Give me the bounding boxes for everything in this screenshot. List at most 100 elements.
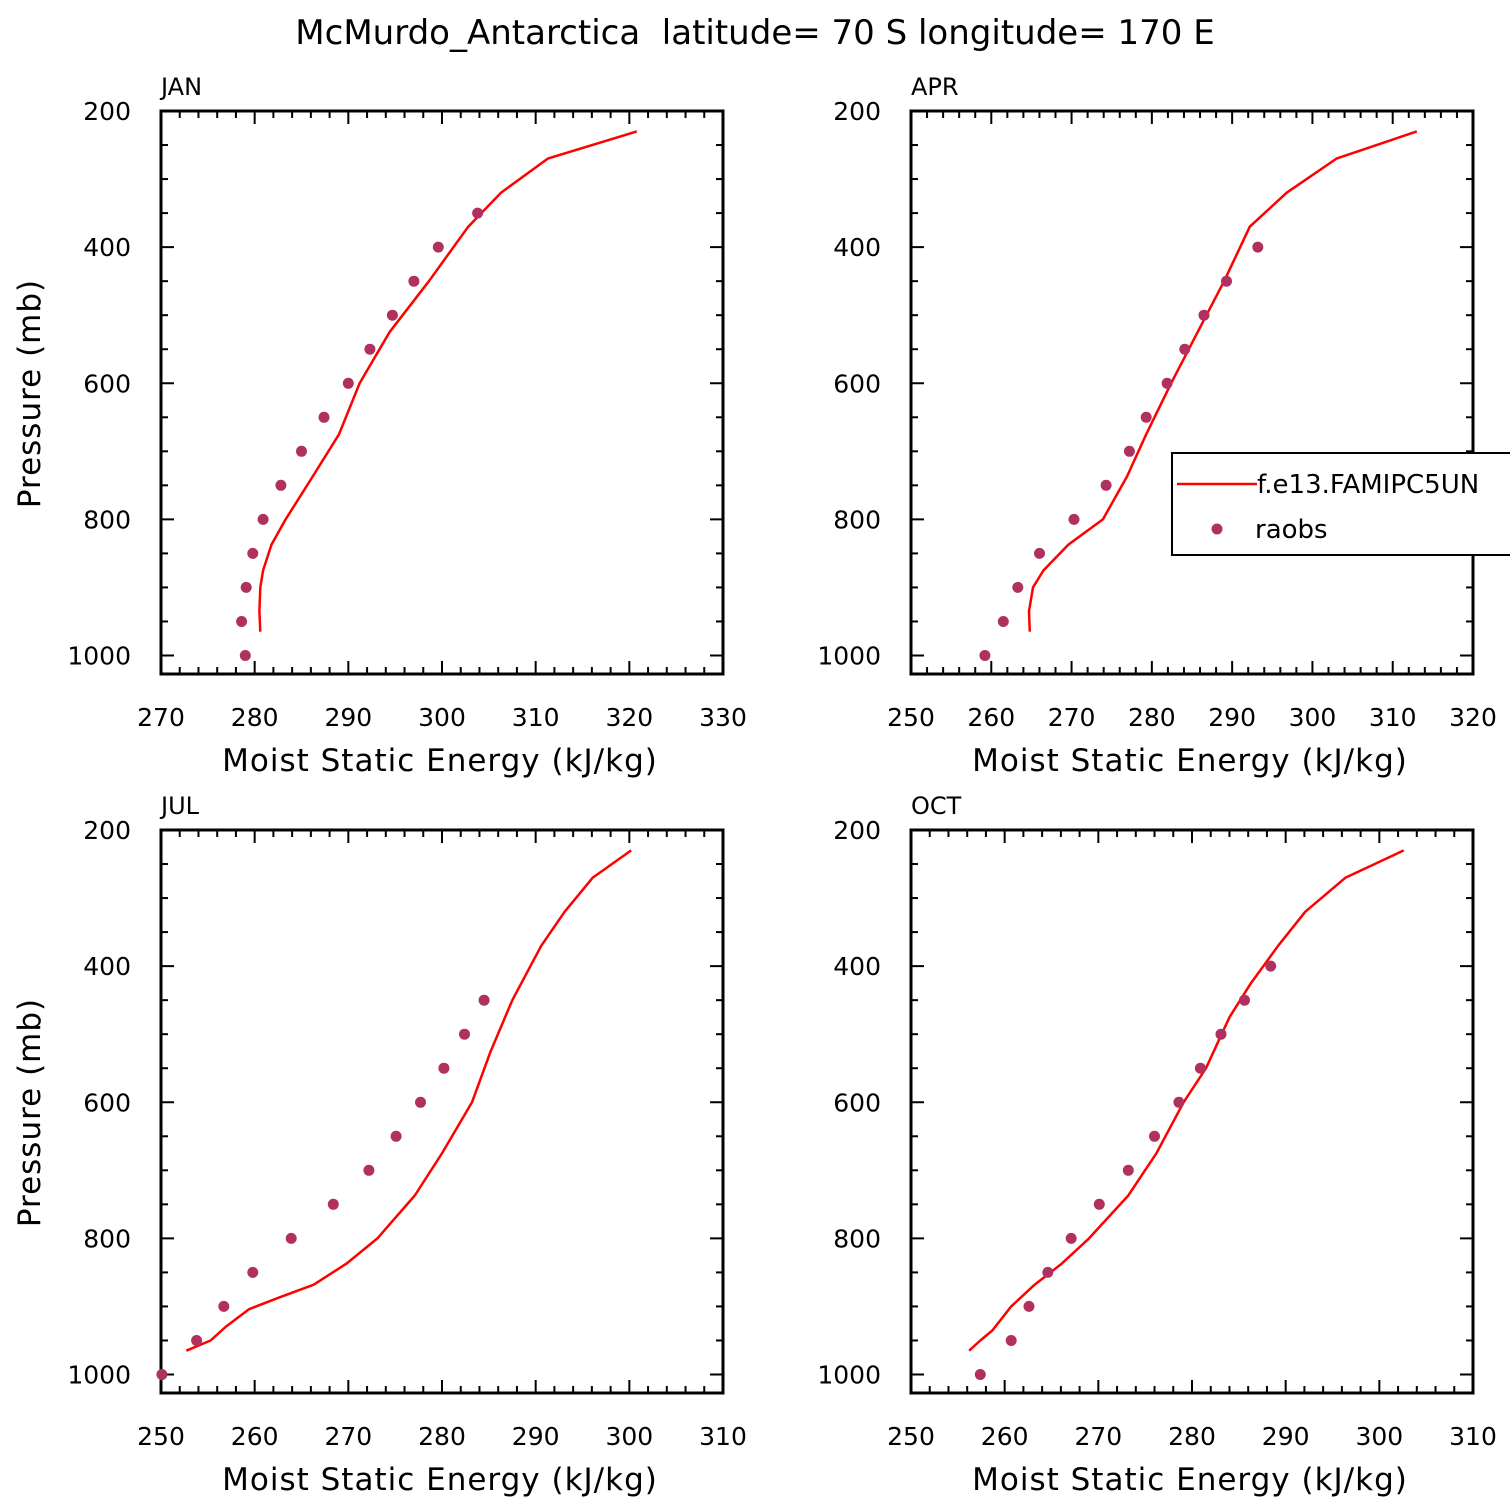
obs-marker [390,1130,402,1142]
model-line [185,849,632,1352]
obs-marker [408,275,420,287]
x-tick-label: 260 [981,1422,1029,1451]
y-tick-label: 800 [83,505,131,534]
model-line [1027,130,1418,632]
obs-marker [1173,1096,1185,1108]
x-tick-label: 280 [418,1422,466,1451]
y-tick-label: 1000 [817,642,881,671]
x-tick-label: 260 [967,703,1015,732]
plot-frame [909,828,1475,1395]
legend-box [1171,452,1510,556]
x-tick-label: 280 [231,703,279,732]
x-tick-label: 290 [1208,703,1256,732]
panel-label: JAN [159,73,202,101]
panel-label: OCT [911,792,962,820]
obs-marker [363,1164,375,1176]
legend-label: raobs [1255,515,1328,545]
x-tick-label: 290 [324,703,372,732]
x-tick-label: 310 [1449,1422,1497,1451]
figure-title: McMurdo_Antarctica latitude= 70 S longit… [295,13,1214,53]
y-tick-label: 200 [83,97,131,126]
obs-marker [1034,547,1045,559]
legend: f.e13.FAMIPC5UN raobs [1171,452,1510,556]
obs-marker [1122,1164,1134,1176]
x-tick-label: 300 [605,1422,653,1451]
y-tick-label: 800 [83,1224,131,1253]
x-tick-label: 250 [887,1422,935,1451]
obs-marker [415,1096,426,1108]
obs-marker [236,616,248,627]
plot-frame [159,828,725,1395]
legend-label: f.e13.FAMIPC5UN [1257,470,1479,500]
x-axis-label: Moist Static Energy (kJ/kg) [972,743,1408,779]
obs-marker [257,513,269,525]
obs-marker [1100,479,1112,491]
x-tick-label: 290 [1262,1422,1310,1451]
obs-marker [974,1369,986,1380]
plot-frame [909,109,1475,676]
x-tick-label: 300 [418,703,466,732]
obs-marker [1221,275,1232,287]
obs-marker [285,1232,297,1244]
obs-marker [1194,1062,1206,1074]
x-tick-label: 300 [1355,1422,1403,1451]
panel-jan: JAN 270 280 290 300 310 320 330 200 400 600 800 1000… [12,73,747,779]
obs-marker [318,411,330,423]
x-tick-label: 250 [137,1422,185,1451]
y-tick-label: 1000 [67,642,131,671]
y-tick-label: 200 [833,97,881,126]
obs-marker [1239,994,1250,1006]
y-tick-label: 600 [833,1088,881,1117]
obs-marker [327,1198,339,1210]
obs-marker [1140,411,1152,423]
obs-marker [1198,309,1210,321]
y-tick-label: 800 [833,1224,881,1253]
obs-marker [247,1266,259,1278]
x-tick-label: 330 [699,703,747,732]
y-tick-label: 400 [833,952,881,981]
y-tick-label: 600 [83,1088,131,1117]
x-tick-label: 320 [605,703,653,732]
y-tick-label: 200 [833,816,881,845]
obs-marker [438,1062,450,1074]
obs-marker [1123,445,1135,457]
obs-marker [1023,1300,1035,1312]
model-line [258,130,638,632]
obs-marker [472,207,484,219]
x-tick-label: 280 [1128,703,1176,732]
panel-oct: OCT 250 260 270 280 290 300 310 200 400 600 800 1000… [817,792,1496,1498]
panel-label: APR [911,73,959,101]
obs-marker [218,1300,230,1312]
model-line [968,849,1405,1352]
panel-label: JUL [159,792,200,820]
y-tick-label: 200 [83,816,131,845]
x-tick-label: 320 [1449,703,1497,732]
y-tick-label: 600 [833,369,881,398]
y-axis-label: Pressure (mb) [12,279,48,508]
obs-marker [1065,1232,1077,1244]
obs-marker [296,445,307,457]
x-tick-label: 310 [699,1422,747,1451]
obs-marker [1265,960,1277,972]
y-tick-label: 800 [833,505,881,534]
obs-marker [240,581,252,593]
x-tick-label: 270 [137,703,185,732]
obs-marker [247,547,259,559]
y-tick-label: 600 [83,369,131,398]
y-tick-label: 400 [83,952,131,981]
obs-marker [1215,1028,1227,1040]
obs-marker [997,616,1009,627]
x-axis-label: Moist Static Energy (kJ/kg) [222,1462,658,1498]
x-tick-label: 270 [1048,703,1096,732]
x-tick-label: 300 [1289,703,1337,732]
panel-jul: JUL 250 260 270 280 290 300 310 200 400 600 800 1000… [12,792,747,1498]
x-tick-label: 280 [1168,1422,1216,1451]
obs-marker [239,650,251,661]
y-tick-label: 400 [833,233,881,262]
x-tick-label: 270 [1074,1422,1122,1451]
obs-marker [386,309,398,321]
obs-marker [979,650,991,661]
x-tick-label: 310 [1369,703,1417,732]
obs-marker [1179,343,1191,355]
obs-marker [275,479,287,491]
